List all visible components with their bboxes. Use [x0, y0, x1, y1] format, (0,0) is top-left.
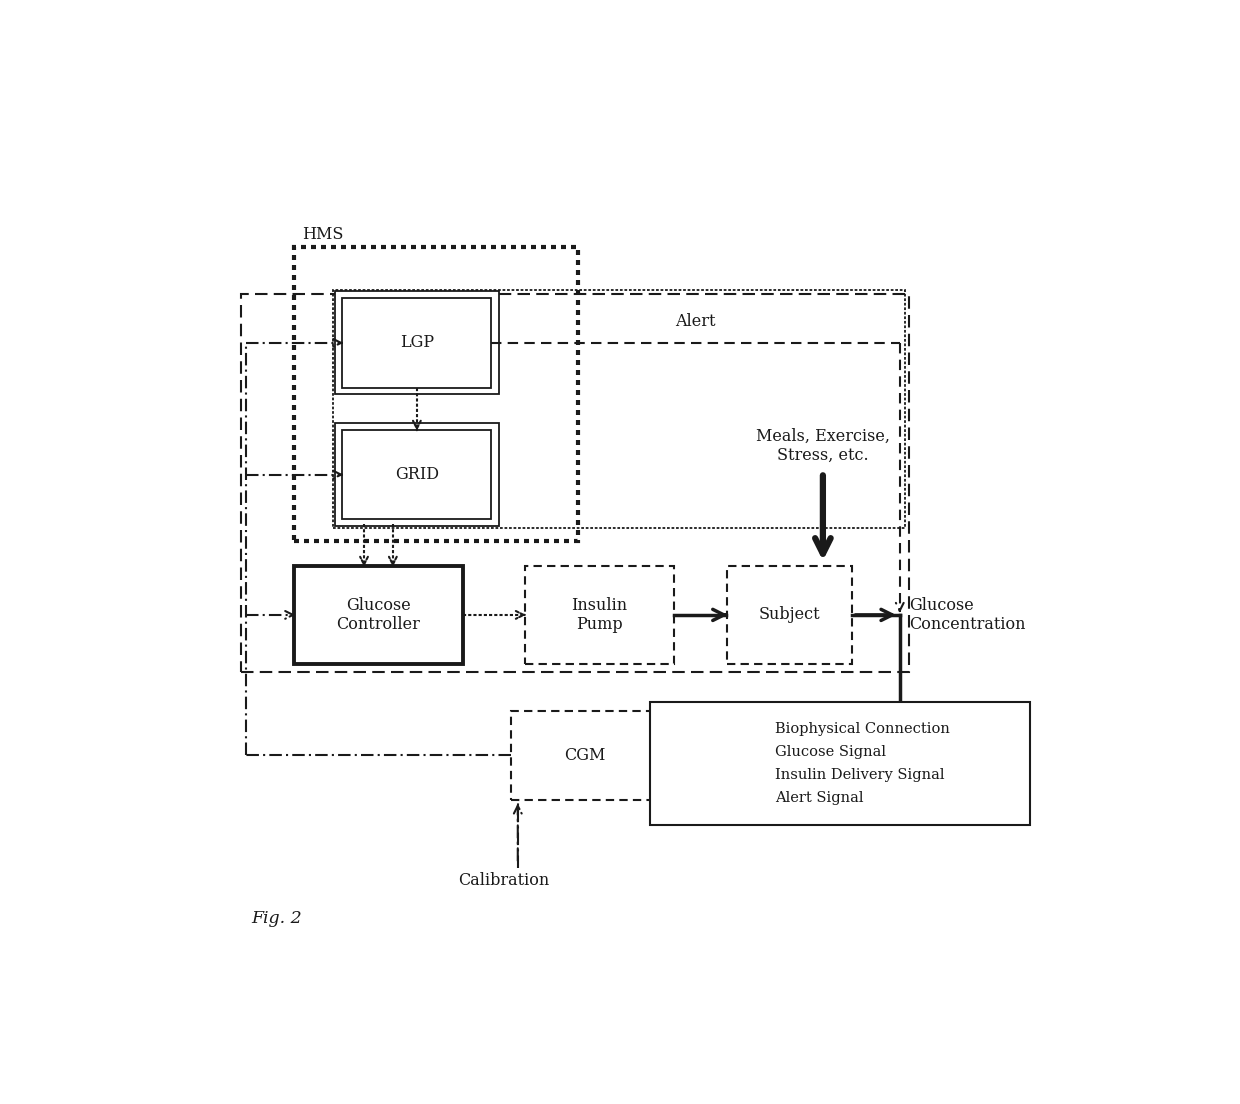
- Text: Fig. 2: Fig. 2: [250, 911, 301, 927]
- Text: LGP: LGP: [399, 335, 434, 351]
- Text: Alert: Alert: [676, 314, 715, 330]
- Text: Biophysical Connection: Biophysical Connection: [775, 722, 950, 736]
- FancyBboxPatch shape: [727, 566, 852, 664]
- Text: Glucose
Controller: Glucose Controller: [336, 596, 420, 634]
- Text: GRID: GRID: [394, 466, 439, 484]
- Text: Alert Signal: Alert Signal: [775, 792, 863, 806]
- FancyBboxPatch shape: [335, 423, 498, 527]
- FancyBboxPatch shape: [335, 291, 498, 394]
- Text: Glucose Signal: Glucose Signal: [775, 745, 885, 760]
- FancyBboxPatch shape: [342, 298, 491, 388]
- FancyBboxPatch shape: [294, 566, 463, 664]
- Text: Insulin Delivery Signal: Insulin Delivery Signal: [775, 768, 945, 783]
- FancyBboxPatch shape: [525, 566, 675, 664]
- FancyBboxPatch shape: [294, 247, 578, 541]
- Text: Calibration: Calibration: [458, 872, 549, 889]
- Text: HMS: HMS: [303, 226, 343, 243]
- Text: Glucose
Concentration: Glucose Concentration: [909, 596, 1025, 634]
- Text: CGM: CGM: [564, 746, 605, 764]
- Text: Insulin
Pump: Insulin Pump: [572, 596, 627, 634]
- FancyBboxPatch shape: [511, 711, 660, 799]
- FancyBboxPatch shape: [342, 431, 491, 519]
- FancyBboxPatch shape: [650, 702, 1029, 826]
- Text: Subject: Subject: [759, 606, 820, 624]
- Text: Meals, Exercise,
Stress, etc.: Meals, Exercise, Stress, etc.: [756, 427, 890, 464]
